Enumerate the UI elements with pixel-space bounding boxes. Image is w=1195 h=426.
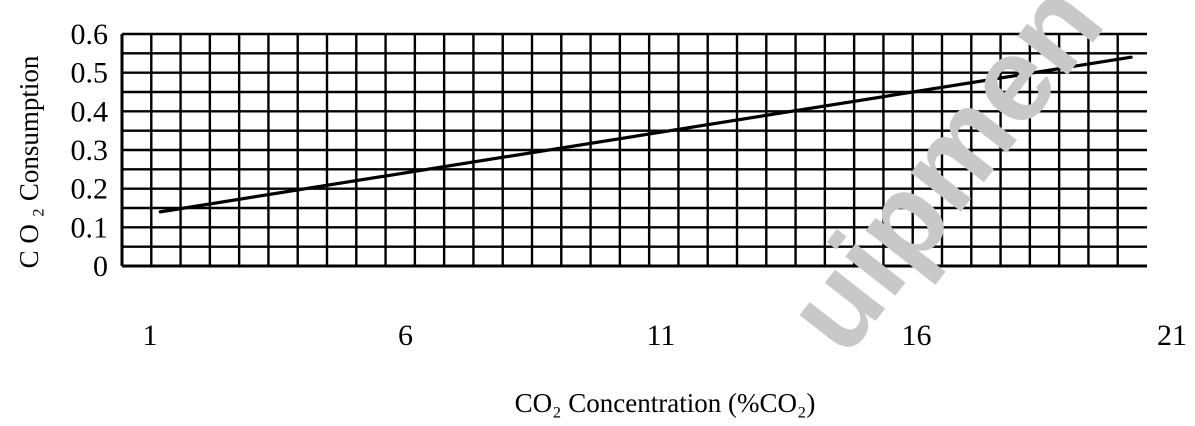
x-tick-label: 16 (902, 319, 932, 352)
y-tick-label: 0.2 (71, 173, 109, 206)
y-tick-label: 0 (93, 250, 108, 283)
series-layer (158, 55, 1133, 214)
y-tick-label: 0.1 (71, 211, 109, 244)
y-tick-label: 0.6 (71, 18, 109, 51)
y-tick-label: 0.5 (71, 57, 109, 90)
x-tick-label: 1 (143, 319, 158, 352)
y-tick-labels: 0 0.1 0.2 0.3 0.4 0.5 0.6 (71, 18, 109, 283)
y-tick-label: 0.4 (71, 95, 109, 128)
x-tick-label: 21 (1157, 319, 1187, 352)
x-tick-label: 11 (647, 319, 676, 352)
axes (120, 34, 1147, 268)
y-axis-title: C O ₂ Consumption (14, 55, 44, 268)
series-line (158, 55, 1133, 214)
x-tick-labels: 1 6 11 16 21 (143, 319, 1188, 352)
y-tick-label: 0.3 (71, 134, 109, 167)
x-axis-title: CO₂ Concentration (%CO₂) (515, 388, 816, 418)
x-tick-label: 6 (398, 319, 413, 352)
